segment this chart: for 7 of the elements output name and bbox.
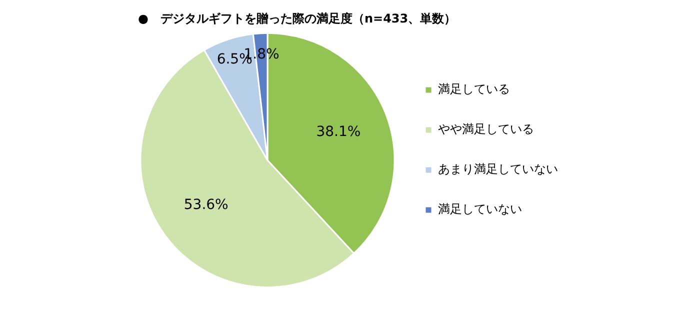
legend-label: あまり満足していない [438,162,558,176]
chart-title: ● デジタルギフトを贈った際の満足度（n=433、単数） [138,11,456,26]
legend-label: 満足している [438,82,510,96]
data-label: 53.6% [184,197,228,214]
data-label: 38.1% [316,124,361,140]
legend-label: 満足していない [438,202,522,216]
legend-label: やや満足している [438,122,534,136]
